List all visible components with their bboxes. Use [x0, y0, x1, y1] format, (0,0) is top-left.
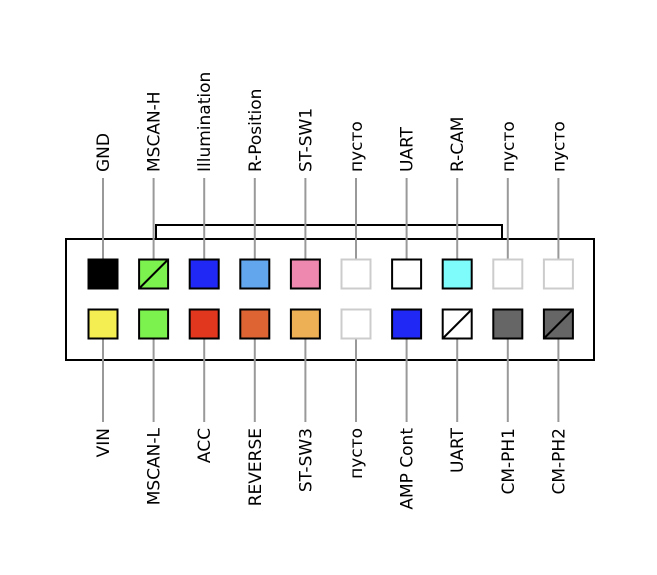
top-pin-5: ST-SW1 — [289, 108, 321, 290]
pin-label: ST-SW3 — [296, 428, 316, 492]
bottom-pin-2: MSCAN-L — [138, 308, 170, 505]
pin-label: пусто — [499, 121, 519, 172]
pin-square — [188, 258, 220, 290]
pin-square — [239, 308, 271, 340]
pin-label: CM-PH1 — [499, 428, 519, 495]
bottom-pin-4: REVERSE — [239, 308, 271, 506]
pin-label: UART — [448, 427, 468, 473]
top-pin-1: GND — [87, 133, 119, 290]
pin-square — [391, 258, 423, 290]
pin-square — [239, 258, 271, 290]
pin-square — [289, 308, 321, 340]
top-pin-9: пусто — [492, 121, 524, 290]
top-pin-4: R-Position — [239, 89, 271, 290]
pin-label: ACC — [195, 428, 215, 463]
pin-label: VIN — [94, 428, 114, 457]
pin-diagonal-mark — [139, 259, 168, 289]
connector-housing — [65, 238, 595, 361]
top-pin-8: R-CAM — [441, 117, 473, 290]
pin-square — [441, 258, 473, 290]
pin-square — [87, 308, 119, 340]
pin-square — [340, 258, 372, 290]
pin-label: R-CAM — [448, 117, 468, 172]
top-pin-6: пусто — [340, 121, 372, 290]
pins-layer: GND MSCAN-H Illumination R-Position ST-SW1 пу… — [87, 72, 574, 510]
pin-square — [289, 258, 321, 290]
pin-square — [138, 308, 170, 340]
bottom-pin-10: CM-PH2 — [542, 308, 574, 495]
bottom-pin-1: VIN — [87, 308, 119, 457]
pin-label: AMP Cont — [398, 428, 418, 510]
pin-label: MSCAN-H — [145, 91, 165, 172]
pin-square — [188, 308, 220, 340]
pin-label: Illumination — [195, 72, 215, 172]
pin-label: R-Position — [246, 89, 266, 172]
pin-label: CM-PH2 — [549, 428, 569, 495]
pin-square — [87, 258, 119, 290]
pin-diagonal-mark — [544, 309, 573, 339]
connector-latch — [155, 224, 503, 239]
pin-square — [391, 308, 423, 340]
pin-square — [340, 308, 372, 340]
pin-label: пусто — [549, 121, 569, 172]
top-pin-10: пусто — [542, 121, 574, 290]
pin-square — [542, 258, 574, 290]
pin-square — [492, 308, 524, 340]
bottom-pin-3: ACC — [188, 308, 220, 463]
top-pin-7: UART — [391, 126, 423, 290]
bottom-pin-6: пусто — [340, 308, 372, 479]
pin-diagonal-mark — [442, 309, 472, 339]
pin-label: ST-SW1 — [296, 108, 316, 172]
bottom-pin-7: AMP Cont — [391, 308, 423, 510]
pin-square — [492, 258, 524, 290]
bottom-pin-5: ST-SW3 — [289, 308, 321, 492]
pin-label: UART — [398, 126, 418, 172]
bottom-pin-9: CM-PH1 — [492, 308, 524, 495]
pin-label: пусто — [347, 121, 367, 172]
pin-label: REVERSE — [246, 428, 266, 506]
top-pin-2: MSCAN-H — [138, 91, 170, 290]
top-pin-3: Illumination — [188, 72, 220, 290]
pin-label: пусто — [347, 428, 367, 479]
bottom-pin-8: UART — [441, 308, 473, 473]
pin-label: MSCAN-L — [145, 427, 165, 505]
pin-label: GND — [94, 133, 114, 172]
